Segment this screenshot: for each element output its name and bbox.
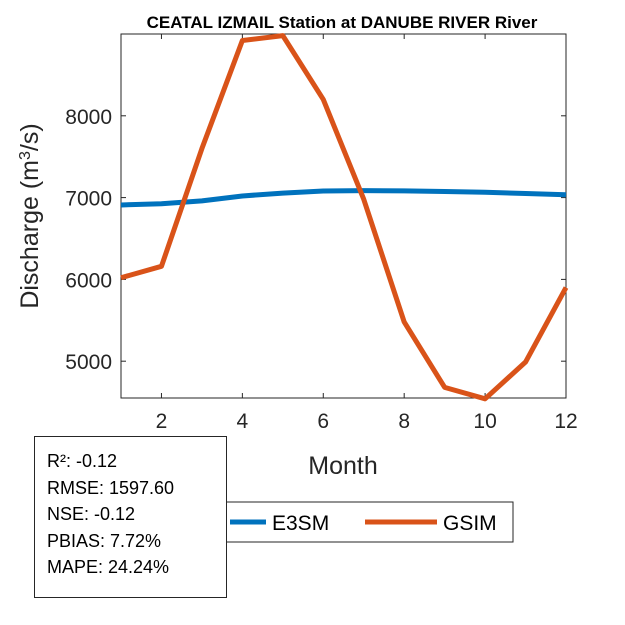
stat-mape: MAPE: 24.24% [47,557,170,577]
y-tick-label: 5000 [65,351,112,374]
x-tick-label: 4 [237,410,249,433]
x-tick-label: 8 [398,410,410,433]
stats-box: R²: -0.12 RMSE: 1597.60 NSE: -0.12 PBIAS… [34,436,227,598]
plot-area [120,33,567,399]
series-layer [120,33,569,402]
legend-label-e3sm: E3SM [272,512,329,535]
y-axis-label-base: Discharge (m [16,160,44,309]
stat-nse: NSE: -0.12 [47,504,136,524]
y-tick-label: 7000 [65,188,112,211]
x-axis-label: Month [308,452,377,480]
x-axis-ticks: 2 4 6 8 10 12 [156,34,578,433]
legend-label-gsim: GSIM [443,512,497,535]
stat-r2: R²: -0.12 [47,451,118,471]
x-tick-label: 2 [156,410,168,433]
x-tick-label: 12 [554,410,577,433]
stat-pbias: PBIAS: 7.72% [47,530,162,551]
legend: E3SM GSIM [221,501,514,543]
chart-title: CEATAL IZMAIL Station at DANUBE RIVER Ri… [147,13,538,32]
y-tick-label: 6000 [65,269,112,292]
y-axis-label: Discharge (m3/s) [16,123,44,308]
series-line-e3sm [120,188,567,208]
y-axis-label-end: /s) [16,123,44,151]
series-line-gsim [120,33,569,402]
y-tick-label: 8000 [65,106,112,129]
y-axis-ticks: 5000 6000 7000 8000 [65,106,566,374]
stat-rmse: RMSE: 1597.60 [47,477,175,498]
x-tick-label: 10 [473,410,496,433]
y-axis-label-sup: 3 [17,151,34,160]
x-tick-label: 6 [317,410,329,433]
